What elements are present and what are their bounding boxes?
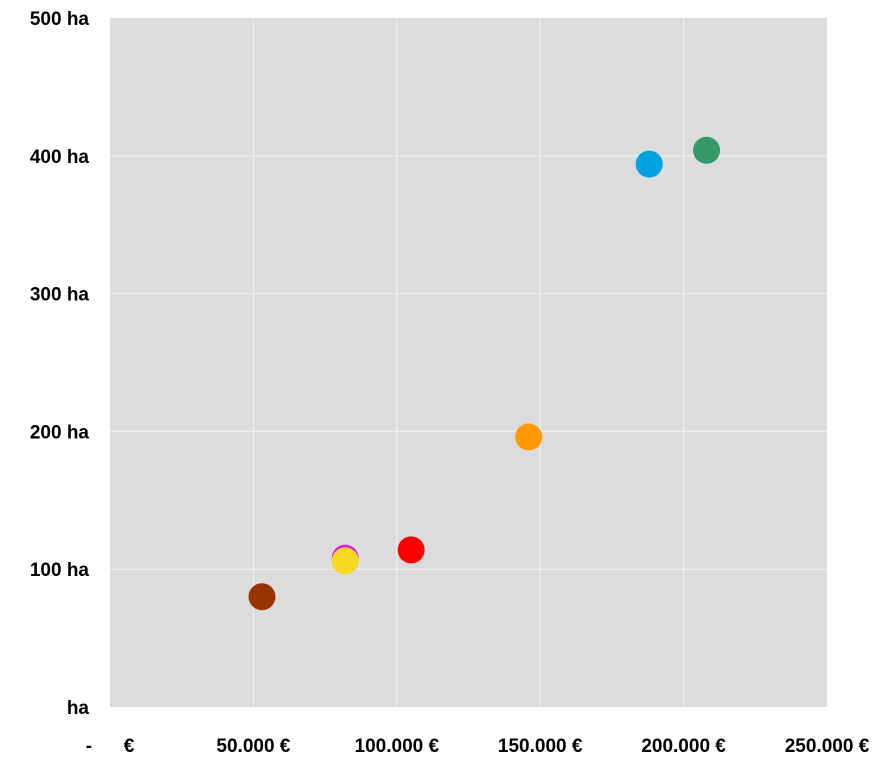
x-tick-label: 200.000 € — [641, 736, 726, 757]
grid-lines — [110, 18, 827, 707]
x-tick-label: 250.000 € — [785, 736, 870, 757]
y-tick-label: 400 ha — [30, 147, 90, 168]
data-point — [397, 536, 425, 564]
x-tick-label: 150.000 € — [498, 736, 583, 757]
x-tick-label: - € — [86, 736, 135, 757]
data-points — [248, 136, 721, 611]
y-tick-label: 200 ha — [30, 422, 90, 443]
data-point — [331, 547, 359, 575]
y-tick-label: 500 ha — [30, 9, 90, 30]
x-tick-label: 100.000 € — [355, 736, 440, 757]
y-axis-tick-labels: ha 100 ha 200 ha 300 ha 400 ha 500 ha — [30, 9, 90, 719]
x-tick-label: 50.000 € — [216, 736, 290, 757]
plot-area — [110, 18, 827, 707]
y-tick-label: ha — [67, 698, 90, 719]
data-point — [515, 423, 543, 451]
y-tick-label: 300 ha — [30, 285, 90, 306]
data-point — [635, 150, 663, 178]
data-point — [693, 136, 721, 164]
data-point — [248, 583, 276, 611]
y-tick-label: 100 ha — [30, 560, 90, 581]
x-axis-tick-labels: - € 50.000 € 100.000 € 150.000 € 200.000 € 25… — [86, 736, 870, 757]
